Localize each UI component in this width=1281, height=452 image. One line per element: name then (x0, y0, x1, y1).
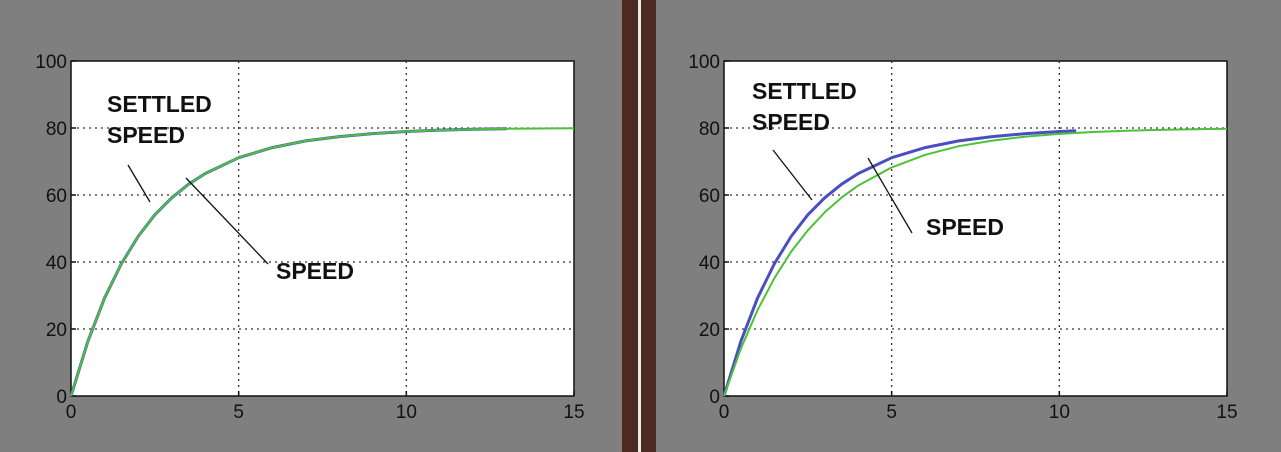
y-tick-label: 80 (46, 119, 67, 140)
annotation-leader (867, 157, 913, 234)
chart-left: 0 5 10 15 0 20 40 60 80 100 SETTLED SPEED SPEED (35, 52, 584, 423)
series-line-speed (70, 127, 575, 397)
y-tick-label: 20 (699, 320, 720, 341)
y-tick-label: 40 (46, 253, 67, 274)
x-tick-label: 10 (1049, 402, 1070, 423)
chart-right: 0 5 10 15 0 20 40 60 80 100 SETTLED SPEED SPEED (688, 52, 1237, 423)
x-tick-label: 15 (563, 402, 584, 423)
x-tick-label: 15 (1216, 402, 1237, 423)
series-line-settled-speed (722, 129, 1077, 397)
y-tick-label: 60 (699, 186, 720, 207)
y-tick-label: 100 (35, 52, 67, 73)
annotation-leader (772, 149, 813, 201)
annotation-label: SETTLED (752, 78, 857, 104)
panel-divider-line (638, 0, 641, 452)
plot-area (723, 60, 1228, 397)
y-tick-label: 100 (688, 52, 720, 73)
x-tick-label: 10 (396, 402, 417, 423)
annotation-leader (185, 177, 269, 265)
annotation-label: SPEED (752, 109, 830, 135)
x-tick-label: 0 (719, 402, 730, 423)
x-tick-label: 5 (886, 402, 897, 423)
y-tick-label: 60 (46, 186, 67, 207)
plot-area (70, 60, 575, 397)
annotation-label: SPEED (926, 214, 1004, 240)
y-tick-label: 40 (699, 253, 720, 274)
y-tick-label: 80 (699, 119, 720, 140)
y-tick-label: 20 (46, 320, 67, 341)
annotation-leader (127, 164, 151, 203)
series-line-speed (723, 127, 1228, 397)
x-tick-label: 5 (233, 402, 244, 423)
annotation-label: SPEED (107, 122, 185, 148)
y-tick-label: 0 (56, 387, 67, 408)
annotation-label: SPEED (276, 258, 354, 284)
x-tick-label: 0 (66, 402, 77, 423)
y-tick-label: 0 (709, 387, 720, 408)
annotation-label: SETTLED (107, 91, 212, 117)
